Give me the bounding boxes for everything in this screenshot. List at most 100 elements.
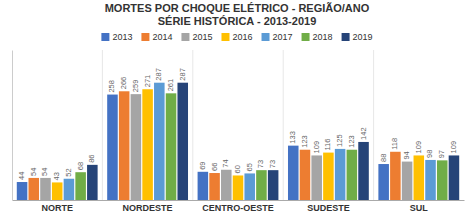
- data-label: 261: [166, 79, 175, 92]
- bar: [221, 170, 232, 200]
- data-label: 142: [359, 127, 368, 140]
- bar: [335, 149, 346, 200]
- legend-label: 2018: [313, 32, 333, 42]
- legend-label: 2014: [152, 32, 172, 42]
- bar: [437, 160, 448, 200]
- data-label: 54: [40, 168, 49, 176]
- legend-item: 2016: [221, 32, 252, 42]
- x-tick-label: NORTE: [41, 203, 72, 213]
- data-label: 86: [87, 155, 96, 163]
- data-label: 68: [76, 162, 85, 170]
- bar: [64, 179, 75, 200]
- data-label: 74: [221, 159, 230, 167]
- bar: [209, 173, 220, 200]
- data-label: 123: [347, 135, 356, 148]
- data-label: 98: [425, 150, 434, 158]
- bar: [198, 172, 209, 200]
- data-label: 125: [335, 134, 344, 147]
- x-tick: SUL: [410, 203, 429, 213]
- bar: [300, 150, 311, 200]
- legend-item: 2018: [302, 32, 333, 42]
- data-label: 266: [119, 77, 128, 90]
- data-label: 116: [323, 139, 332, 151]
- data-label: 65: [245, 163, 254, 171]
- legend-swatch: [262, 33, 270, 41]
- bar: [75, 172, 86, 200]
- data-label: 271: [143, 75, 152, 88]
- legend: 2013 2014 2015 2016 2017 2018 2019: [101, 32, 372, 42]
- bar: [256, 170, 267, 200]
- x-tick: NORDESTE: [123, 203, 173, 213]
- bar: [17, 182, 28, 200]
- x-tick: NORTE: [41, 203, 72, 213]
- legend-label: 2017: [273, 32, 293, 42]
- legend-label: 2016: [232, 32, 252, 42]
- bar-series: [75, 93, 447, 200]
- chart: MORTES POR CHOQUE ELÉTRICO - REGIÃO/ANOS…: [0, 0, 474, 218]
- data-label: 60: [233, 165, 242, 173]
- bar: [52, 182, 63, 200]
- bar-series: [87, 83, 459, 200]
- data-label: 69: [198, 161, 207, 169]
- legend-item: 2014: [141, 32, 172, 42]
- x-tick-label: SUDESTE: [307, 203, 350, 213]
- x-axis-line: [13, 200, 465, 201]
- group-divider: [192, 50, 193, 200]
- legend-label: 2019: [353, 32, 373, 42]
- x-tick-label: NORDESTE: [123, 203, 173, 213]
- bar: [166, 93, 177, 200]
- data-labels: 4425869133885426666123118542597410994432…: [17, 68, 458, 180]
- group-divider: [102, 50, 103, 200]
- data-label: 118: [390, 138, 399, 150]
- title: MORTES POR CHOQUE ELÉTRICO - REGIÃO/ANO: [105, 2, 370, 14]
- group-divider: [283, 50, 284, 200]
- y-axis: [12, 51, 13, 201]
- data-label: 88: [379, 154, 388, 162]
- bar: [378, 164, 389, 200]
- bar: [142, 89, 153, 200]
- legend-label: 2015: [192, 32, 212, 42]
- x-tick-label: CENTRO-OESTE: [202, 203, 274, 213]
- data-label: 43: [52, 172, 61, 180]
- bar: [233, 175, 244, 200]
- bar: [414, 155, 425, 200]
- bar: [311, 155, 322, 200]
- bar: [449, 155, 460, 200]
- bar: [29, 178, 40, 200]
- legend-swatch: [181, 33, 189, 41]
- data-label: 259: [131, 80, 140, 93]
- data-label: 66: [210, 163, 219, 171]
- bar: [40, 178, 51, 200]
- legend-swatch: [302, 33, 310, 41]
- bar: [177, 83, 188, 200]
- subtitle: SÉRIE HISTÓRICA - 2013-2019: [158, 15, 317, 27]
- legend-swatch: [342, 33, 350, 41]
- data-label: 287: [178, 68, 187, 81]
- legend-item: 2013: [101, 32, 132, 42]
- bar: [323, 153, 334, 200]
- data-label: 52: [64, 168, 73, 176]
- legend-label: 2013: [112, 32, 132, 42]
- x-axis: NORTE NORDESTE CENTRO-OESTE SUDESTE SUL: [13, 201, 465, 214]
- x-tick-label: SUL: [410, 203, 429, 213]
- bar: [347, 150, 358, 200]
- legend-item: 2015: [181, 32, 212, 42]
- data-label: 258: [107, 80, 116, 93]
- data-label: 73: [256, 160, 265, 168]
- bar-series: [64, 83, 436, 200]
- bar: [131, 94, 142, 200]
- data-label: 133: [288, 131, 297, 144]
- legend-item: 2017: [262, 32, 293, 42]
- bar: [154, 83, 165, 200]
- data-label: 73: [268, 160, 277, 168]
- group-divider: [373, 50, 374, 200]
- data-label: 97: [437, 150, 446, 158]
- legend-swatch: [141, 33, 149, 41]
- data-label: 54: [29, 168, 38, 176]
- bar-series: [40, 94, 412, 200]
- legend-swatch: [101, 33, 109, 41]
- bar: [425, 160, 436, 200]
- x-tick: CENTRO-OESTE: [202, 203, 274, 213]
- data-label: 287: [154, 68, 163, 81]
- bar: [107, 95, 118, 200]
